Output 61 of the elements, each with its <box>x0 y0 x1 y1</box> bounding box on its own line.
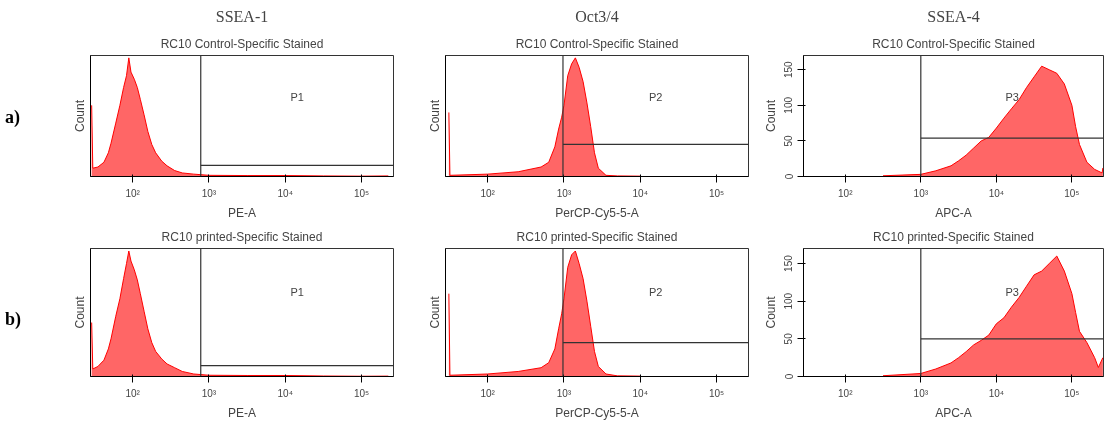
ref-line-label: P2 <box>649 90 663 103</box>
y-axis-title: Count <box>427 99 442 133</box>
y-axis-title: Count <box>427 295 442 329</box>
x-tick-label: 10² <box>125 187 141 199</box>
y-tick-label: 0 <box>783 373 795 380</box>
x-tick-label: 10⁵ <box>708 387 725 399</box>
x-axis-title: PE-A <box>228 405 257 420</box>
text: a) <box>5 107 20 127</box>
ref-line-label: P3 <box>1005 286 1019 299</box>
x-axis-title: APC-A <box>935 205 972 220</box>
x-tick-label: 10² <box>480 187 496 199</box>
y-axis-title: Count <box>72 99 87 133</box>
y-axis-title: Count <box>763 295 778 329</box>
x-tick-label: 10³ <box>201 187 217 199</box>
x-tick-label: 10⁴ <box>988 187 1005 199</box>
x-axis-title: PerCP-Cy5-5-A <box>555 205 639 220</box>
x-tick-label: 10³ <box>556 187 572 199</box>
x-tick-label: 10⁴ <box>632 187 648 199</box>
x-tick-label: 10⁴ <box>988 387 1005 399</box>
y-tick-label: 100 <box>783 292 795 310</box>
chart-subtitle: RC10 printed-Specific Stained <box>161 229 323 244</box>
chart-subtitle: RC10 Control-Specific Stained <box>872 36 1035 51</box>
text: b) <box>5 309 22 329</box>
x-tick-label: 10² <box>838 187 854 199</box>
chart-title: SSEA-4 <box>927 7 980 25</box>
chart-title: Oct3/4 <box>575 7 619 25</box>
y-tick-label: 50 <box>783 332 795 345</box>
x-tick-label: 10³ <box>913 187 929 199</box>
x-tick-label: 10² <box>838 387 854 399</box>
ref-line-label: P1 <box>290 286 304 299</box>
y-tick-label: 150 <box>783 254 795 272</box>
ref-line-label: P1 <box>290 90 304 103</box>
y-tick-label: 0 <box>783 173 795 180</box>
x-tick-label: 10⁵ <box>353 387 370 399</box>
x-tick-label: 10⁵ <box>353 187 370 199</box>
ref-line-label: P2 <box>649 286 663 299</box>
x-tick-label: 10⁴ <box>632 387 648 399</box>
chart-subtitle: RC10 Control-Specific Stained <box>515 36 679 51</box>
y-axis-title: Count <box>72 295 87 329</box>
ref-line-label: P3 <box>1005 90 1019 103</box>
x-tick-label: 10³ <box>913 387 929 399</box>
y-axis-title: Count <box>763 99 778 133</box>
x-tick-label: 10⁵ <box>1064 387 1080 399</box>
x-axis-title: PE-A <box>228 205 257 220</box>
x-axis-title: APC-A <box>935 405 972 420</box>
x-tick-label: 10³ <box>556 387 572 399</box>
x-tick-label: 10⁴ <box>277 387 293 399</box>
y-tick-label: 150 <box>783 60 795 79</box>
x-tick-label: 10² <box>480 387 496 399</box>
x-tick-label: 10⁴ <box>277 187 293 199</box>
y-tick-label: 50 <box>783 134 795 147</box>
x-axis-title: PerCP-Cy5-5-A <box>555 405 639 420</box>
x-tick-label: 10³ <box>201 387 217 399</box>
chart-title: SSEA-1 <box>215 7 269 25</box>
chart-subtitle: RC10 printed-Specific Stained <box>873 229 1034 244</box>
x-tick-label: 10⁵ <box>1064 187 1080 199</box>
x-tick-label: 10⁵ <box>708 187 725 199</box>
chart-subtitle: RC10 printed-Specific Stained <box>516 229 678 244</box>
y-tick-label: 100 <box>783 96 795 114</box>
x-tick-label: 10² <box>125 387 141 399</box>
chart-subtitle: RC10 Control-Specific Stained <box>160 36 324 51</box>
